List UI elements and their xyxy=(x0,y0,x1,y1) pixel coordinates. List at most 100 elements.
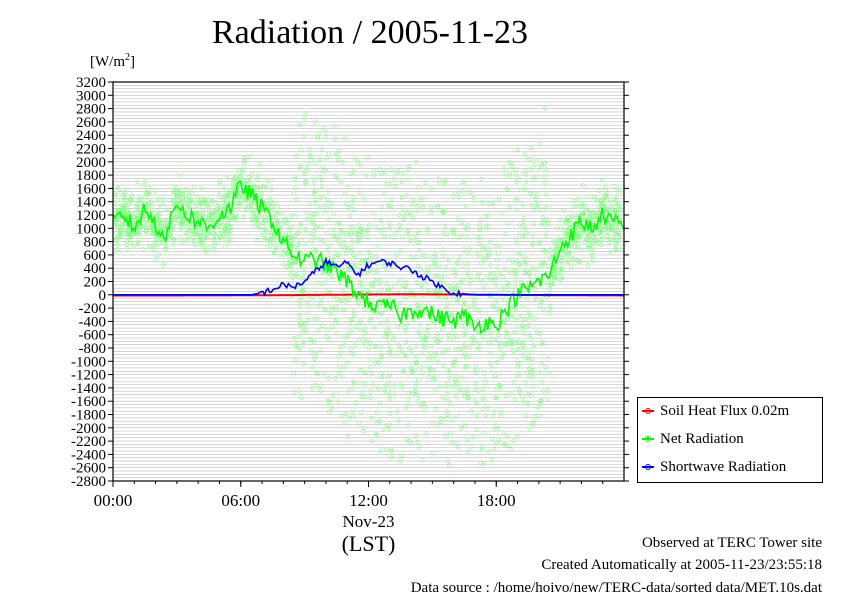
scatter-point xyxy=(279,211,284,216)
scatter-point xyxy=(144,190,149,195)
scatter-point xyxy=(558,265,563,271)
scatter-point xyxy=(346,185,351,190)
scatter-point xyxy=(433,406,439,411)
scatter-point xyxy=(357,190,362,195)
scatter-point xyxy=(612,236,617,241)
scatter-point xyxy=(515,358,520,363)
scatter-point xyxy=(337,228,343,233)
scatter-point xyxy=(591,235,596,240)
scatter-point xyxy=(488,330,493,335)
scatter-point xyxy=(398,458,403,463)
scatter-point xyxy=(319,348,324,353)
scatter-point xyxy=(123,190,128,195)
scatter-point xyxy=(558,218,563,223)
scatter-point xyxy=(605,237,610,243)
scatter-point xyxy=(444,434,449,439)
scatter-point xyxy=(451,363,456,368)
scatter-point xyxy=(430,255,435,260)
scatter-point xyxy=(461,342,467,348)
scatter-point xyxy=(199,241,204,246)
scatter-point xyxy=(432,387,437,392)
scatter-point xyxy=(451,227,457,232)
scatter-point xyxy=(349,346,354,351)
scatter-point xyxy=(506,316,511,321)
scatter-point xyxy=(216,223,221,228)
scatter-point xyxy=(160,196,165,202)
scatter-point xyxy=(177,174,182,179)
scatter-point xyxy=(342,307,347,313)
scatter-point xyxy=(155,243,160,248)
scatter-point xyxy=(521,216,526,221)
scatter-point xyxy=(506,257,512,262)
scatter-point xyxy=(257,225,262,230)
scatter-point xyxy=(210,231,215,236)
scatter-point xyxy=(558,276,564,281)
scatter-point xyxy=(330,393,335,398)
scatter-point xyxy=(496,332,501,338)
scatter-point xyxy=(504,186,509,192)
scatter-point xyxy=(357,231,362,236)
scatter-point xyxy=(480,333,485,338)
scatter-point xyxy=(526,270,531,276)
scatter-point xyxy=(315,135,321,140)
scatter-point xyxy=(425,288,431,293)
scatter-point xyxy=(162,247,168,252)
scatter-point xyxy=(517,347,522,352)
legend-label: Shortwave Radiation xyxy=(660,458,787,475)
scatter-point xyxy=(455,334,460,339)
scatter-point xyxy=(463,326,469,331)
scatter-point xyxy=(486,341,491,346)
scatter-point xyxy=(484,331,489,336)
scatter-point xyxy=(437,336,442,342)
scatter-point xyxy=(340,160,345,165)
scatter-point xyxy=(151,242,157,247)
scatter-point xyxy=(191,235,196,240)
scatter-point xyxy=(473,306,478,311)
scatter-point xyxy=(453,286,458,291)
scatter-point xyxy=(458,279,464,285)
scatter-point xyxy=(584,237,589,243)
x-tick-label: 12:00 xyxy=(349,491,388,510)
scatter-point xyxy=(523,227,528,232)
scatter-point xyxy=(178,236,183,241)
scatter-point xyxy=(424,328,430,333)
scatter-point xyxy=(481,286,486,291)
scatter-point xyxy=(357,234,362,240)
scatter-point xyxy=(528,369,534,374)
scatter-point xyxy=(537,413,542,419)
scatter-point xyxy=(523,187,528,193)
scatter-point xyxy=(602,185,607,190)
scatter-point xyxy=(528,333,533,338)
scatter-point xyxy=(345,333,351,338)
scatter-point xyxy=(200,209,206,214)
scatter-point xyxy=(193,231,198,237)
scatter-point xyxy=(385,319,390,324)
scatter-point xyxy=(149,204,154,209)
scatter-point xyxy=(587,244,592,249)
scatter-point xyxy=(364,173,369,178)
scatter-point xyxy=(548,255,553,261)
scatter-point xyxy=(348,232,354,237)
scatter-point xyxy=(198,199,203,204)
scatter-point xyxy=(440,281,445,286)
scatter-point xyxy=(576,231,581,236)
scatter-point xyxy=(155,208,160,213)
scatter-point xyxy=(491,200,496,205)
scatter-point xyxy=(291,289,296,294)
scatter-point xyxy=(331,211,337,216)
scatter-point xyxy=(563,247,568,252)
scatter-point xyxy=(547,311,552,316)
scatter-point xyxy=(545,398,550,403)
scatter-point xyxy=(445,391,450,397)
scatter-point xyxy=(248,201,254,206)
scatter-point xyxy=(337,220,342,226)
scatter-point xyxy=(356,300,361,305)
scatter-point xyxy=(357,284,362,289)
scatter-point xyxy=(498,346,503,351)
scatter-point xyxy=(416,329,422,334)
scatter-point xyxy=(405,210,410,215)
scatter-point xyxy=(530,375,535,380)
scatter-point xyxy=(351,414,356,419)
scatter-point xyxy=(305,300,310,305)
scatter-point xyxy=(480,444,485,449)
